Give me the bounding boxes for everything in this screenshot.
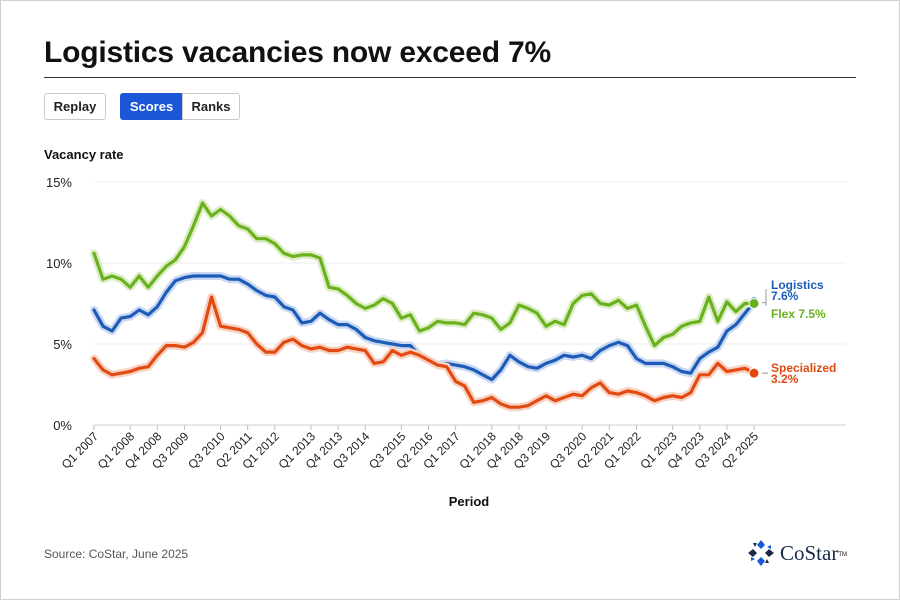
costar-logo: CoStar TM <box>747 539 847 567</box>
flex-end-point[interactable] <box>748 298 760 309</box>
page-title: Logistics vacancies now exceed 7% <box>44 36 551 69</box>
costar-logo-icon <box>748 540 774 566</box>
y-tick-label: 0% <box>53 418 72 433</box>
flex-end-label: Flex 7.5% <box>771 307 826 321</box>
y-tick-label: 15% <box>46 175 72 190</box>
specialized-line-halo <box>90 293 758 412</box>
specialized-line <box>92 295 756 409</box>
logistics-end-value: 7.6% <box>771 289 799 303</box>
specialized-end-label: Specialized <box>771 361 836 375</box>
logistics-end-label: Logistics <box>771 278 824 292</box>
specialized-end-point[interactable] <box>748 367 760 379</box>
ranks-toggle-button[interactable]: Ranks <box>182 93 240 120</box>
y-tick-label: 10% <box>46 256 72 271</box>
logo-trademark: TM <box>838 552 848 558</box>
y-axis-ticks: 0% 5% 10% 15% <box>46 175 72 433</box>
y-axis-title: Vacancy rate <box>44 147 124 162</box>
x-axis-title: Period <box>449 494 490 509</box>
flex-line <box>92 201 756 348</box>
y-tick-label: 5% <box>53 337 72 352</box>
source-note: Source: CoStar, June 2025 <box>44 547 189 561</box>
title-divider <box>44 77 856 78</box>
replay-button[interactable]: Replay <box>44 93 106 120</box>
specialized-end-value: 3.2% <box>771 372 799 386</box>
scores-toggle-button[interactable]: Scores <box>120 93 183 120</box>
series-lines <box>90 199 760 412</box>
x-tick-label: Q1 2007 <box>59 429 102 472</box>
costar-logo-text: CoStar <box>780 540 839 565</box>
